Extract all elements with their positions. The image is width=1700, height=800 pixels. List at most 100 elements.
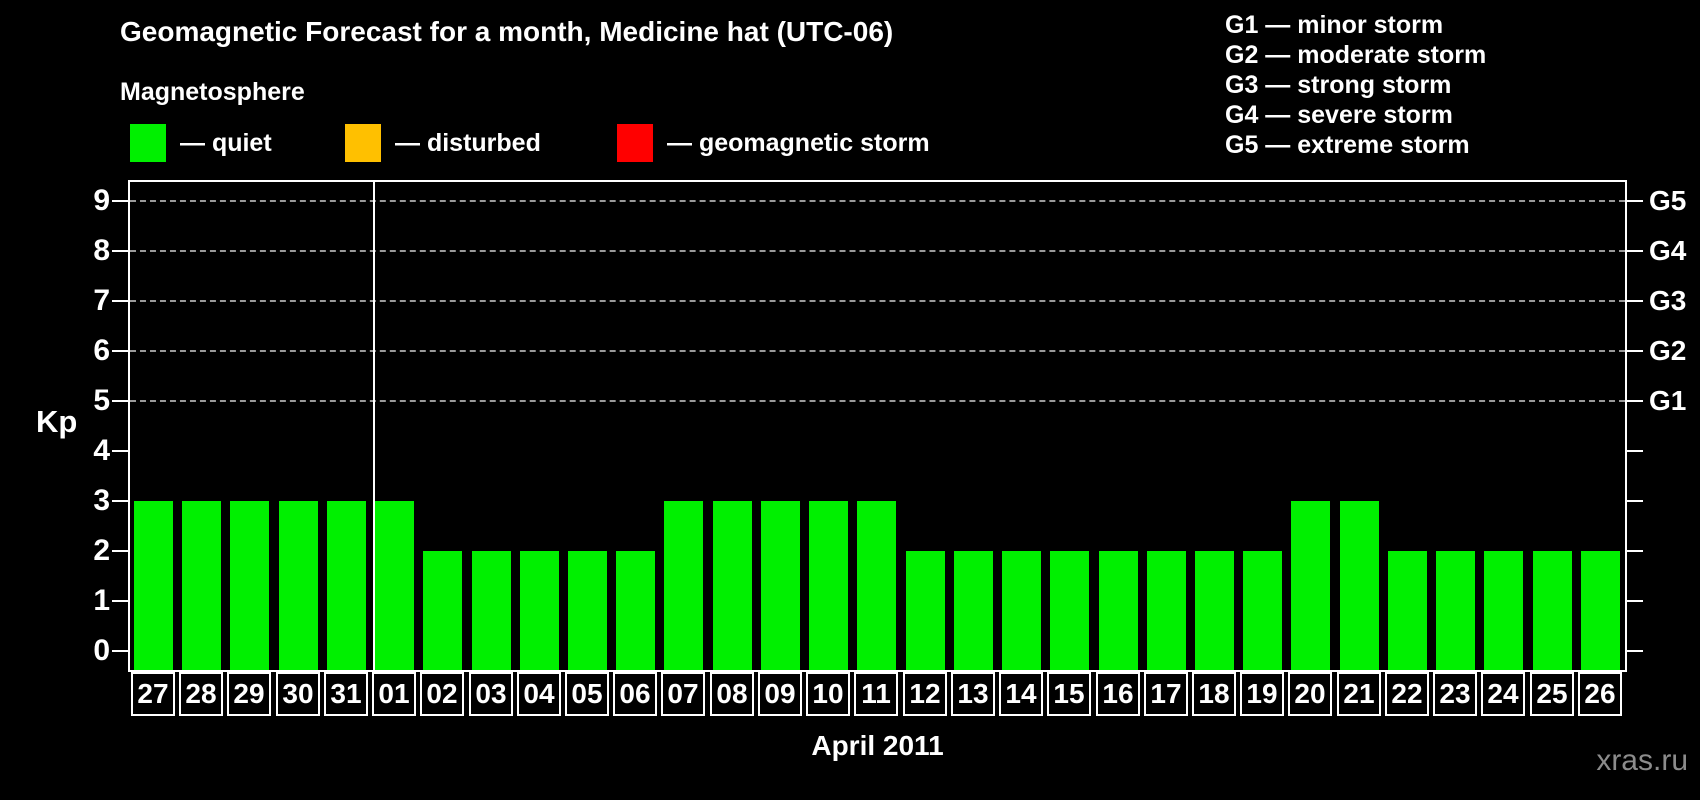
- y-axis-label-2: 2: [93, 534, 110, 567]
- y-axis-label-4: 4: [93, 434, 110, 467]
- right-axis-label-G2: G2: [1649, 335, 1687, 366]
- bar-day-23: [1436, 551, 1475, 670]
- day-label-15: 15: [1047, 672, 1091, 716]
- day-label-30: 30: [276, 672, 320, 716]
- y-axis-label-9: 9: [93, 184, 110, 217]
- day-label-25: 25: [1530, 672, 1574, 716]
- bar-day-17: [1147, 551, 1186, 670]
- day-label-21: 21: [1337, 672, 1381, 716]
- magnetosphere-legend-title: Magnetosphere: [120, 78, 305, 106]
- y-axis-label-1: 1: [93, 584, 110, 617]
- right-axis-tick-0: [1627, 650, 1643, 652]
- day-label-28: 28: [179, 672, 223, 716]
- watermark: xras.ru: [1596, 744, 1688, 777]
- right-axis-tick-9: [1627, 200, 1643, 202]
- day-label-20: 20: [1288, 672, 1332, 716]
- bar-day-05: [568, 551, 607, 670]
- day-label-02: 02: [420, 672, 464, 716]
- right-axis-tick-8: [1627, 250, 1643, 252]
- bar-day-19: [1243, 551, 1282, 670]
- y-axis-tick-3: [112, 500, 128, 502]
- legend-swatch-geomagnetic-storm-icon: [617, 124, 653, 162]
- gridline-kp-5: [130, 400, 1625, 402]
- bar-day-30: [279, 501, 318, 670]
- g-legend-line-2: G2 — moderate storm: [1225, 41, 1487, 69]
- right-axis-tick-7: [1627, 300, 1643, 302]
- legend-item-disturbed: — disturbed: [345, 124, 541, 162]
- right-axis-tick-4: [1627, 450, 1643, 452]
- bar-day-27: [134, 501, 173, 670]
- plot-area: [130, 182, 1625, 670]
- bar-day-26: [1581, 551, 1620, 670]
- day-label-12: 12: [903, 672, 947, 716]
- legend-item-geomagnetic-storm: — geomagnetic storm: [617, 124, 930, 162]
- plot-frame: [128, 180, 1627, 672]
- gridline-kp-7: [130, 300, 1625, 302]
- bar-day-25: [1533, 551, 1572, 670]
- day-label-04: 04: [517, 672, 561, 716]
- right-axis-label-G1: G1: [1649, 385, 1687, 416]
- day-label-19: 19: [1240, 672, 1284, 716]
- day-label-10: 10: [806, 672, 850, 716]
- day-label-24: 24: [1481, 672, 1525, 716]
- bar-day-28: [182, 501, 221, 670]
- y-axis-tick-5: [112, 400, 128, 402]
- day-label-29: 29: [227, 672, 271, 716]
- right-axis-tick-5: [1627, 400, 1643, 402]
- right-axis-tick-6: [1627, 350, 1643, 352]
- right-axis-tick-1: [1627, 600, 1643, 602]
- y-axis-tick-4: [112, 450, 128, 452]
- bar-day-20: [1291, 501, 1330, 670]
- day-label-14: 14: [999, 672, 1043, 716]
- y-axis-label-7: 7: [93, 284, 110, 317]
- bar-day-29: [230, 501, 269, 670]
- day-label-31: 31: [324, 672, 368, 716]
- gridline-kp-9: [130, 200, 1625, 202]
- y-axis-label-3: 3: [93, 484, 110, 517]
- g-legend-line-3: G3 — strong storm: [1225, 71, 1452, 99]
- right-axis-tick-2: [1627, 550, 1643, 552]
- x-axis-title: April 2011: [811, 730, 944, 761]
- bar-day-22: [1388, 551, 1427, 670]
- magnetosphere-legend: — quiet — disturbed — geomagnetic storm: [0, 124, 1700, 166]
- gridline-kp-8: [130, 250, 1625, 252]
- y-axis-tick-0: [112, 650, 128, 652]
- day-label-07: 07: [661, 672, 705, 716]
- day-label-08: 08: [710, 672, 754, 716]
- day-label-13: 13: [951, 672, 995, 716]
- legend-label-geomagnetic-storm: — geomagnetic storm: [667, 128, 930, 157]
- y-axis-tick-8: [112, 250, 128, 252]
- bar-day-09: [761, 501, 800, 670]
- bar-day-14: [1002, 551, 1041, 670]
- bar-day-08: [713, 501, 752, 670]
- y-axis-label-5: 5: [93, 384, 110, 417]
- day-label-03: 03: [469, 672, 513, 716]
- day-label-18: 18: [1192, 672, 1236, 716]
- bar-day-03: [472, 551, 511, 670]
- day-label-17: 17: [1144, 672, 1188, 716]
- legend-label-disturbed: — disturbed: [395, 128, 541, 157]
- bar-day-04: [520, 551, 559, 670]
- day-label-11: 11: [854, 672, 898, 716]
- y-axis-tick-9: [112, 200, 128, 202]
- bar-day-11: [857, 501, 896, 670]
- day-label-05: 05: [565, 672, 609, 716]
- right-axis-label-G3: G3: [1649, 285, 1687, 316]
- bar-day-10: [809, 501, 848, 670]
- y-axis-label-8: 8: [93, 234, 110, 267]
- bar-day-07: [664, 501, 703, 670]
- right-axis-label-G4: G4: [1649, 235, 1687, 266]
- day-label-27: 27: [131, 672, 175, 716]
- day-label-09: 09: [758, 672, 802, 716]
- bar-day-18: [1195, 551, 1234, 670]
- legend-item-quiet: — quiet: [130, 124, 272, 162]
- day-label-22: 22: [1385, 672, 1429, 716]
- day-label-06: 06: [613, 672, 657, 716]
- y-axis-title: Kp: [36, 404, 78, 439]
- bar-day-13: [954, 551, 993, 670]
- bar-day-02: [423, 551, 462, 670]
- right-axis-label-G5: G5: [1649, 185, 1687, 216]
- bar-day-24: [1484, 551, 1523, 670]
- g-legend-line-1: G1 — minor storm: [1225, 11, 1444, 39]
